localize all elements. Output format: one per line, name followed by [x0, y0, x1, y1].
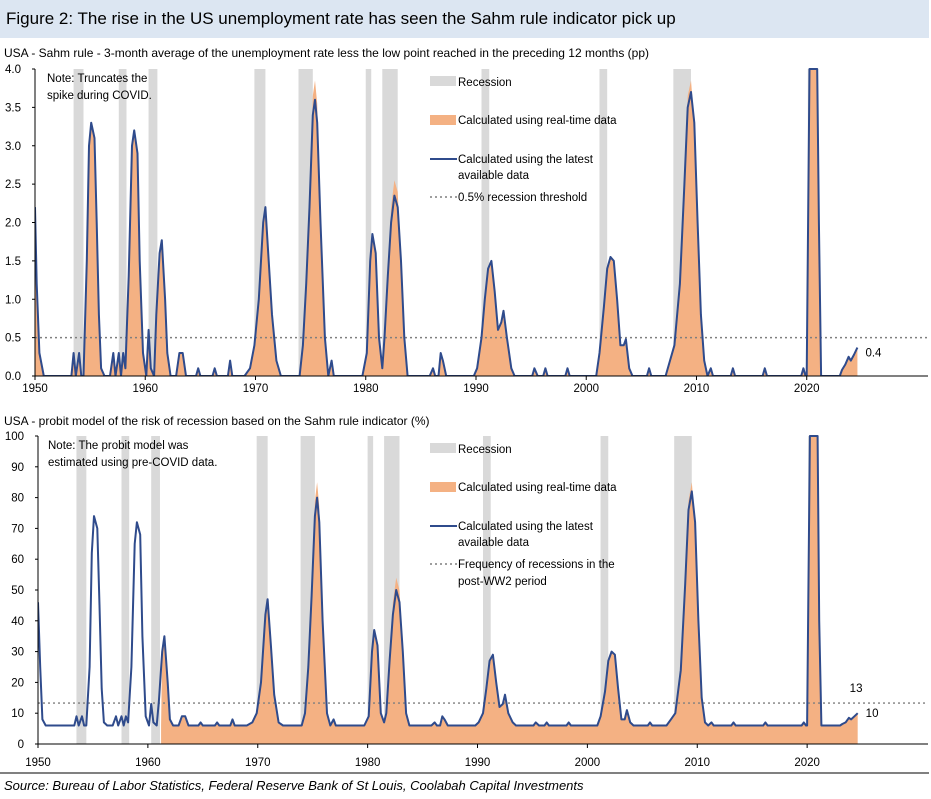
chart1-legend-threshold-label: 0.5% recession threshold	[458, 192, 587, 204]
chart2-y-tick-label: 90	[11, 462, 24, 474]
source-note: Source: Bureau of Labor Statistics, Fede…	[4, 778, 584, 793]
chart1-y-tick-label: 0.5	[5, 333, 21, 345]
chart1-recession-bar	[118, 69, 127, 376]
chart2-subtitle: USA - probit model of the risk of recess…	[4, 414, 430, 428]
chart1-x-tick-label: 1980	[353, 383, 379, 395]
chart2-recession-bar	[256, 436, 268, 744]
chart1-end-value-label: 0.4	[865, 348, 882, 360]
chart2-x-tick-label: 1980	[355, 757, 381, 769]
chart2-recession-bar	[151, 436, 160, 744]
chart1-y-tick-label: 3.0	[5, 141, 21, 153]
chart1-legend-recession-swatch	[430, 76, 456, 86]
chart1-x-tick-label: 1970	[243, 383, 269, 395]
chart2-end-value-label: 10	[866, 708, 879, 720]
chart2-y-tick-label: 60	[11, 554, 24, 566]
chart2-x-tick-label: 2010	[684, 757, 710, 769]
figure-title: Figure 2: The rise in the US unemploymen…	[0, 0, 929, 38]
chart2-note: Note: The probit model was estimated usin…	[48, 440, 217, 469]
chart1-realtime-area	[35, 69, 858, 376]
chart2-recession-bar	[76, 436, 87, 744]
chart2-legend-threshold-label: Frequency of recessions in the post-WW2 p…	[458, 559, 615, 588]
chart2-legend-recession-label: Recession	[458, 444, 512, 456]
chart1-recession-bar	[73, 69, 84, 376]
chart1-y-tick-label: 1.0	[5, 294, 21, 306]
chart2-y-tick-label: 80	[11, 493, 24, 505]
chart1-y-tick-label: 1.5	[5, 256, 21, 268]
chart1-note: Note: Truncates the spike during COVID.	[47, 73, 152, 102]
chart2-legend-latest-label: Calculated using the latest available dat…	[458, 521, 594, 549]
chart2-x-tick-label: 2020	[794, 757, 820, 769]
chart2-x-tick-label: 2000	[575, 757, 601, 769]
chart2-y-tick-label: 30	[11, 647, 24, 659]
chart1-recession-bar	[599, 69, 608, 376]
chart2-realtime-area	[161, 436, 858, 744]
chart1-x-tick-label: 1950	[22, 383, 48, 395]
chart1-subtitle: USA - Sahm rule - 3-month average of the…	[4, 46, 650, 60]
chart2-y-tick-label: 100	[5, 431, 24, 443]
chart1-y-tick-label: 4.0	[5, 64, 21, 76]
chart2-recession-bar	[121, 436, 130, 744]
chart1-recession-bar	[254, 69, 266, 376]
chart2-x-tick-label: 1960	[135, 757, 161, 769]
chart2-x-tick-label: 1990	[465, 757, 491, 769]
chart1-y-tick-label: 2.5	[5, 179, 21, 191]
chart2-recession-bar	[367, 436, 374, 744]
chart2-legend-realtime-label: Calculated using real-time data	[458, 482, 617, 494]
chart1-x-tick-label: 1960	[132, 383, 158, 395]
chart2-y-tick-label: 0	[18, 739, 24, 751]
chart1-legend-recession-label: Recession	[458, 77, 512, 89]
chart1-x-tick-label: 1990	[463, 383, 489, 395]
chart1-recession-bar	[148, 69, 158, 376]
chart2-legend-realtime-swatch	[430, 482, 456, 492]
chart2-x-tick-label: 1970	[245, 757, 271, 769]
chart2-y-tick-label: 10	[11, 708, 24, 720]
chart2-y-tick-label: 50	[11, 585, 24, 597]
chart2-y-tick-label: 20	[11, 677, 24, 689]
chart1-legend-realtime-swatch	[430, 115, 456, 125]
chart1-legend-latest-label: Calculated using the latest available dat…	[458, 154, 594, 182]
chart1-x-tick-label: 2020	[794, 383, 820, 395]
chart1-legend-realtime-label: Calculated using real-time data	[458, 115, 617, 127]
chart1-latest-line	[35, 68, 859, 376]
chart2-legend-recession-swatch	[430, 443, 456, 453]
chart2-threshold-value-label: 13	[850, 683, 863, 695]
chart1-recession-bar	[481, 69, 490, 376]
chart1-x-tick-label: 2010	[684, 383, 710, 395]
chart2-latest-line	[38, 435, 859, 727]
chart2-y-tick-label: 40	[11, 616, 24, 628]
chart1-y-tick-label: 0.0	[5, 371, 21, 383]
chart1-recession-bar	[365, 69, 372, 376]
chart1-y-tick-label: 2.0	[5, 218, 21, 230]
chart1-y-tick-label: 3.5	[5, 102, 21, 114]
chart2-recession-bar	[600, 436, 609, 744]
chart1-x-tick-label: 2000	[573, 383, 599, 395]
chart2-recession-bar	[483, 436, 491, 744]
chart2-x-tick-label: 1950	[25, 757, 51, 769]
chart2-y-tick-label: 70	[11, 523, 24, 535]
